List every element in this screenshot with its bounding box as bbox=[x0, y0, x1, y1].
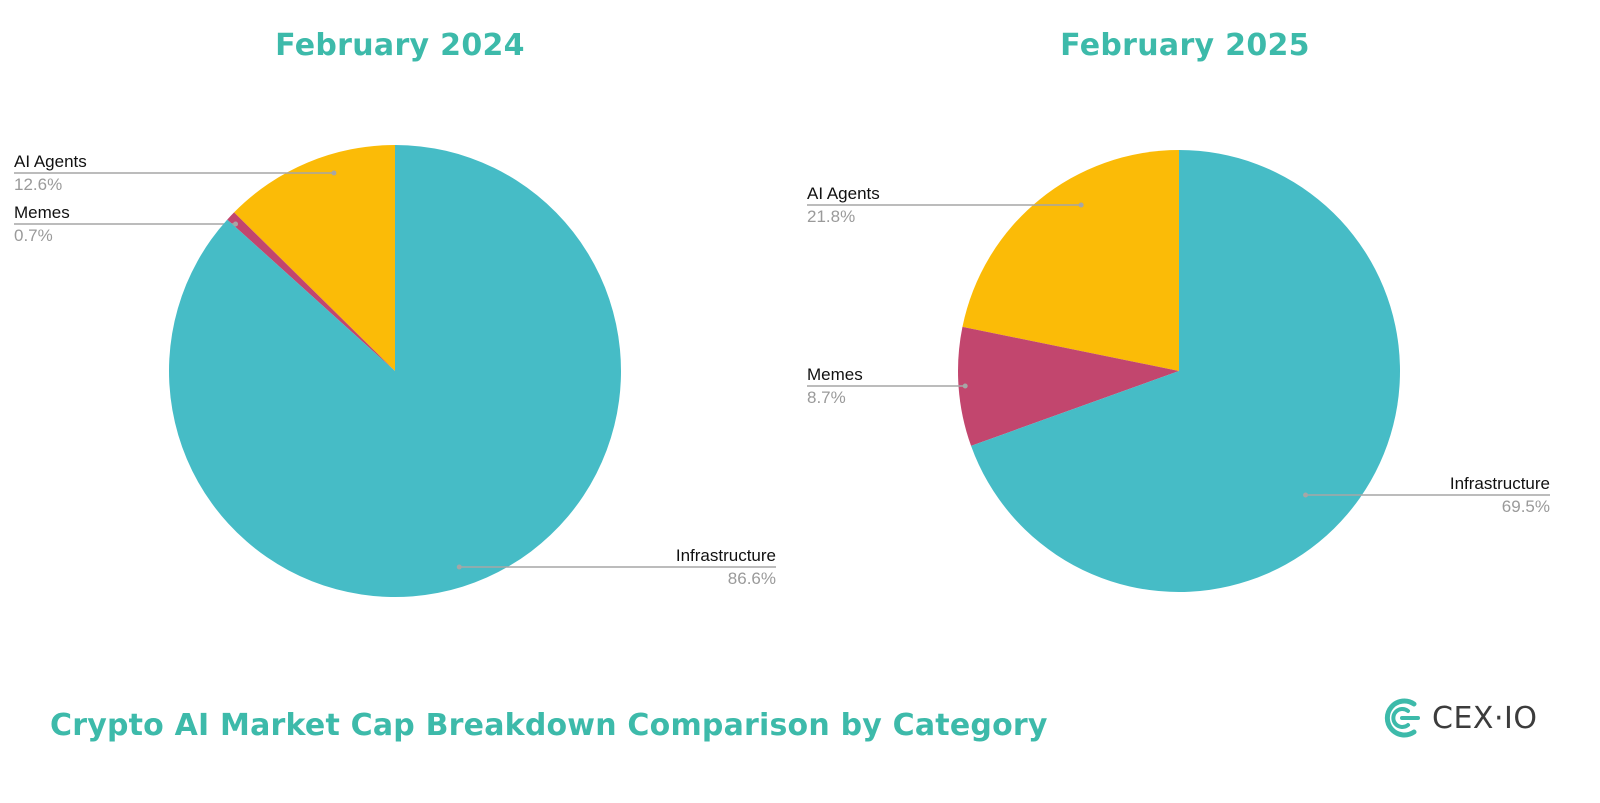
pie-1-slice-infrastructure-leader-dot bbox=[456, 564, 462, 570]
pie-1-slice-infrastructure-label: Infrastructure bbox=[676, 546, 776, 565]
pie-2-slice-infrastructure-label: Infrastructure bbox=[1450, 474, 1550, 493]
pie-2-slice-infrastructure-leader-dot bbox=[1303, 492, 1309, 498]
pie-2-slice-infrastructure-value: 69.5% bbox=[1502, 497, 1550, 516]
brand-name: CEX·IO bbox=[1432, 700, 1538, 736]
pie-1-slice-infrastructure-value: 86.6% bbox=[728, 569, 776, 588]
pie-1-slice-ai-agents bbox=[234, 145, 395, 371]
brand-logo: CEX·IO bbox=[1380, 696, 1537, 740]
footer-title: Crypto AI Market Cap Breakdown Compariso… bbox=[50, 708, 1048, 743]
pie-2-slice-ai-agents bbox=[962, 150, 1179, 371]
pie-1-slice-memes-value: 0.7% bbox=[14, 226, 53, 245]
pie-1-slice-ai-agents-value: 12.6% bbox=[14, 175, 62, 194]
pie-2-slice-memes-value: 8.7% bbox=[807, 388, 846, 407]
pie-2-slice-memes-leader-dot bbox=[962, 383, 968, 389]
pie-1-slice-infrastructure bbox=[169, 145, 622, 597]
pie-2-slice-ai-agents-label: AI Agents bbox=[807, 184, 880, 203]
chart-title-february-2025: February 2025 bbox=[1060, 28, 1310, 63]
pie-1-slice-memes-leader-dot bbox=[233, 221, 239, 227]
pie-1-slice-ai-agents-leader-dot bbox=[331, 170, 337, 176]
chart-title-february-2024: February 2024 bbox=[275, 28, 525, 63]
pie-1-slice-memes-label: Memes bbox=[14, 203, 70, 222]
pie-1-slice-memes bbox=[227, 212, 395, 371]
pie-2-slice-ai-agents-leader-dot bbox=[1078, 202, 1084, 208]
cex-io-logo-icon bbox=[1384, 698, 1420, 738]
pie-2-slice-ai-agents-value: 21.8% bbox=[807, 207, 855, 226]
pie-2-slice-memes-label: Memes bbox=[807, 365, 863, 384]
pie-2-slice-memes bbox=[958, 326, 1179, 446]
pie-1-slice-ai-agents-label: AI Agents bbox=[14, 152, 87, 171]
pie-2-slice-infrastructure bbox=[971, 150, 1401, 593]
